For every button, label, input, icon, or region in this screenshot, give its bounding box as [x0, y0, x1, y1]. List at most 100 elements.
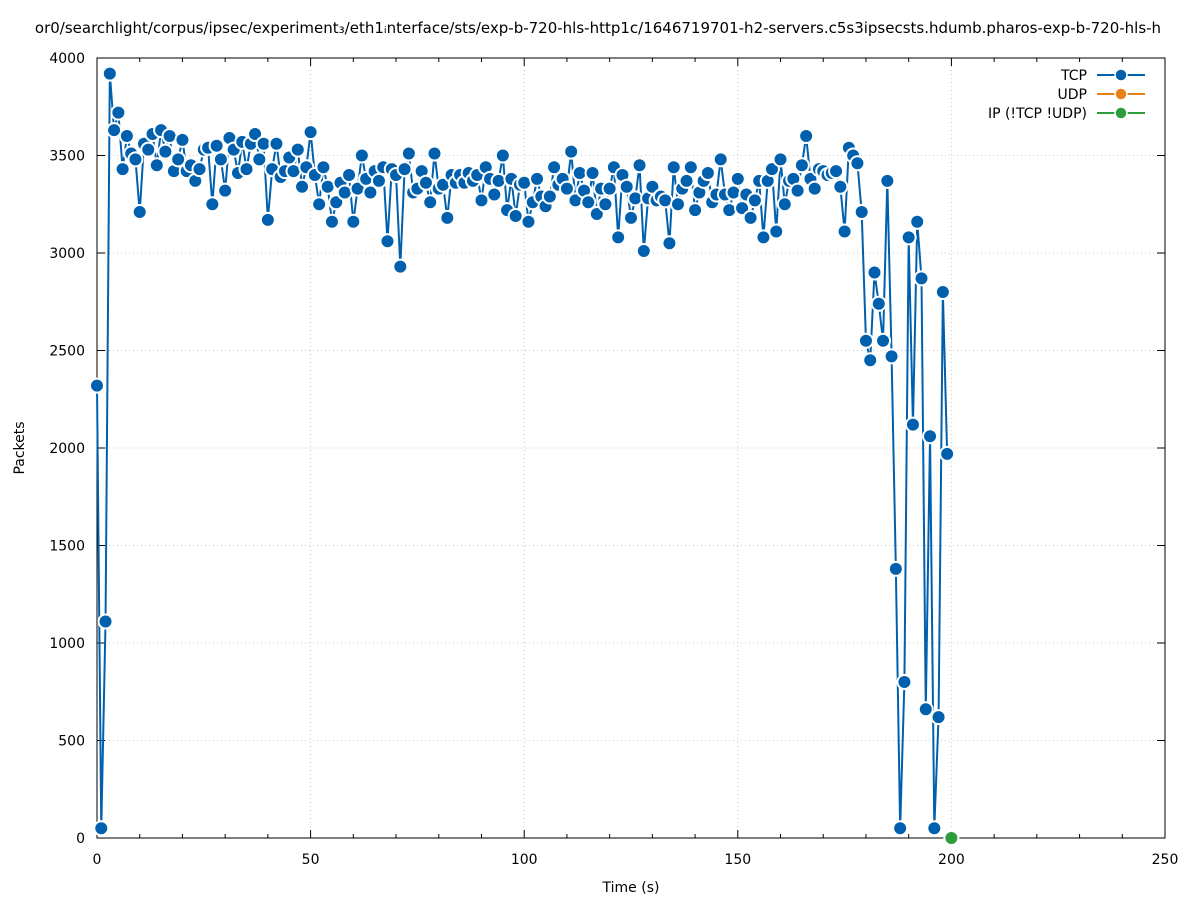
data-point — [311, 196, 328, 213]
data-point — [755, 229, 772, 246]
data-point — [208, 137, 225, 154]
data-point — [875, 332, 892, 349]
legend-label: IP (!TCP !UDP) — [988, 106, 1087, 122]
data-point — [746, 192, 763, 209]
data-point — [836, 223, 853, 240]
data-point — [913, 270, 930, 287]
data-point — [101, 65, 118, 82]
data-point — [857, 332, 874, 349]
data-point — [541, 188, 558, 205]
data-point — [934, 284, 951, 300]
data-point — [917, 701, 934, 718]
data-point — [699, 165, 716, 182]
data-point — [665, 159, 682, 176]
data-point — [97, 613, 114, 630]
y-tick-label: 1000 — [49, 636, 85, 652]
data-point — [939, 445, 956, 462]
data-point — [212, 151, 229, 168]
data-point — [486, 186, 503, 203]
y-tick-label: 1500 — [49, 539, 85, 555]
data-point — [661, 235, 678, 252]
x-tick-label: 100 — [511, 852, 538, 868]
data-point — [426, 145, 443, 162]
data-point — [729, 170, 746, 187]
data-point — [490, 172, 507, 189]
legend-item: TCP — [1060, 68, 1145, 84]
data-point — [943, 830, 960, 846]
data-point — [631, 157, 648, 174]
data-point — [922, 428, 939, 445]
data-point — [118, 128, 135, 144]
y-tick-label: 3000 — [49, 246, 85, 262]
data-point — [174, 131, 191, 148]
data-point — [610, 229, 627, 246]
data-point — [896, 674, 913, 690]
data-point — [793, 157, 810, 174]
data-point — [879, 172, 896, 189]
data-point — [853, 204, 870, 221]
data-point — [926, 820, 943, 837]
data-point — [721, 202, 738, 219]
grid — [97, 58, 1165, 838]
x-tick-label: 200 — [938, 852, 965, 868]
data-point — [302, 124, 319, 141]
y-tick-label: 0 — [76, 831, 85, 847]
data-point — [315, 159, 332, 176]
legend-item: IP (!TCP !UDP) — [988, 106, 1145, 122]
legend-label: TCP — [1060, 68, 1087, 84]
data-point — [259, 211, 276, 228]
data-point — [580, 194, 597, 211]
y-tick-label: 4000 — [49, 51, 85, 67]
data-point — [742, 209, 759, 226]
data-point — [140, 141, 157, 158]
data-point — [110, 104, 127, 121]
data-point — [157, 143, 174, 160]
data-point — [247, 126, 264, 143]
x-tick-label: 50 — [302, 852, 320, 868]
data-point — [289, 141, 306, 158]
data-point — [678, 172, 695, 189]
y-axis-title: Packets — [12, 421, 28, 474]
series-layer — [89, 65, 960, 846]
data-point — [682, 159, 699, 176]
data-point — [789, 182, 806, 199]
data-point — [439, 209, 456, 226]
x-tick-label: 250 — [1152, 852, 1179, 868]
data-point — [323, 213, 340, 230]
legend: TCP UDP IP (!TCP !UDP) — [988, 68, 1145, 122]
series-tcp — [89, 65, 956, 837]
data-point — [422, 194, 439, 211]
data-point — [712, 151, 729, 168]
data-point — [417, 174, 434, 191]
data-point — [635, 243, 652, 260]
legend-marker — [1114, 68, 1128, 82]
data-point — [601, 180, 618, 197]
data-point — [618, 178, 635, 195]
data-point — [520, 213, 537, 230]
data-point — [131, 204, 148, 221]
data-point — [768, 223, 785, 240]
data-point — [217, 182, 234, 199]
y-tick-label: 2000 — [49, 441, 85, 457]
data-point — [883, 348, 900, 365]
data-point — [669, 196, 686, 213]
legend-item: UDP — [1058, 87, 1145, 103]
data-point — [687, 202, 704, 219]
data-point — [379, 233, 396, 250]
data-point — [392, 258, 409, 275]
data-point — [341, 167, 358, 183]
data-point — [106, 122, 123, 139]
data-point — [563, 143, 580, 160]
chart-title: or0/searchlight/corpus/ipsec/experiment₃… — [35, 19, 1161, 37]
data-point — [89, 377, 105, 394]
data-point — [772, 151, 789, 168]
data-point — [400, 145, 417, 162]
data-point — [114, 161, 131, 178]
data-point — [93, 820, 110, 837]
data-point — [328, 194, 345, 211]
data-point — [584, 165, 601, 182]
data-point — [930, 709, 947, 726]
data-point — [866, 264, 883, 281]
data-point — [529, 170, 546, 187]
